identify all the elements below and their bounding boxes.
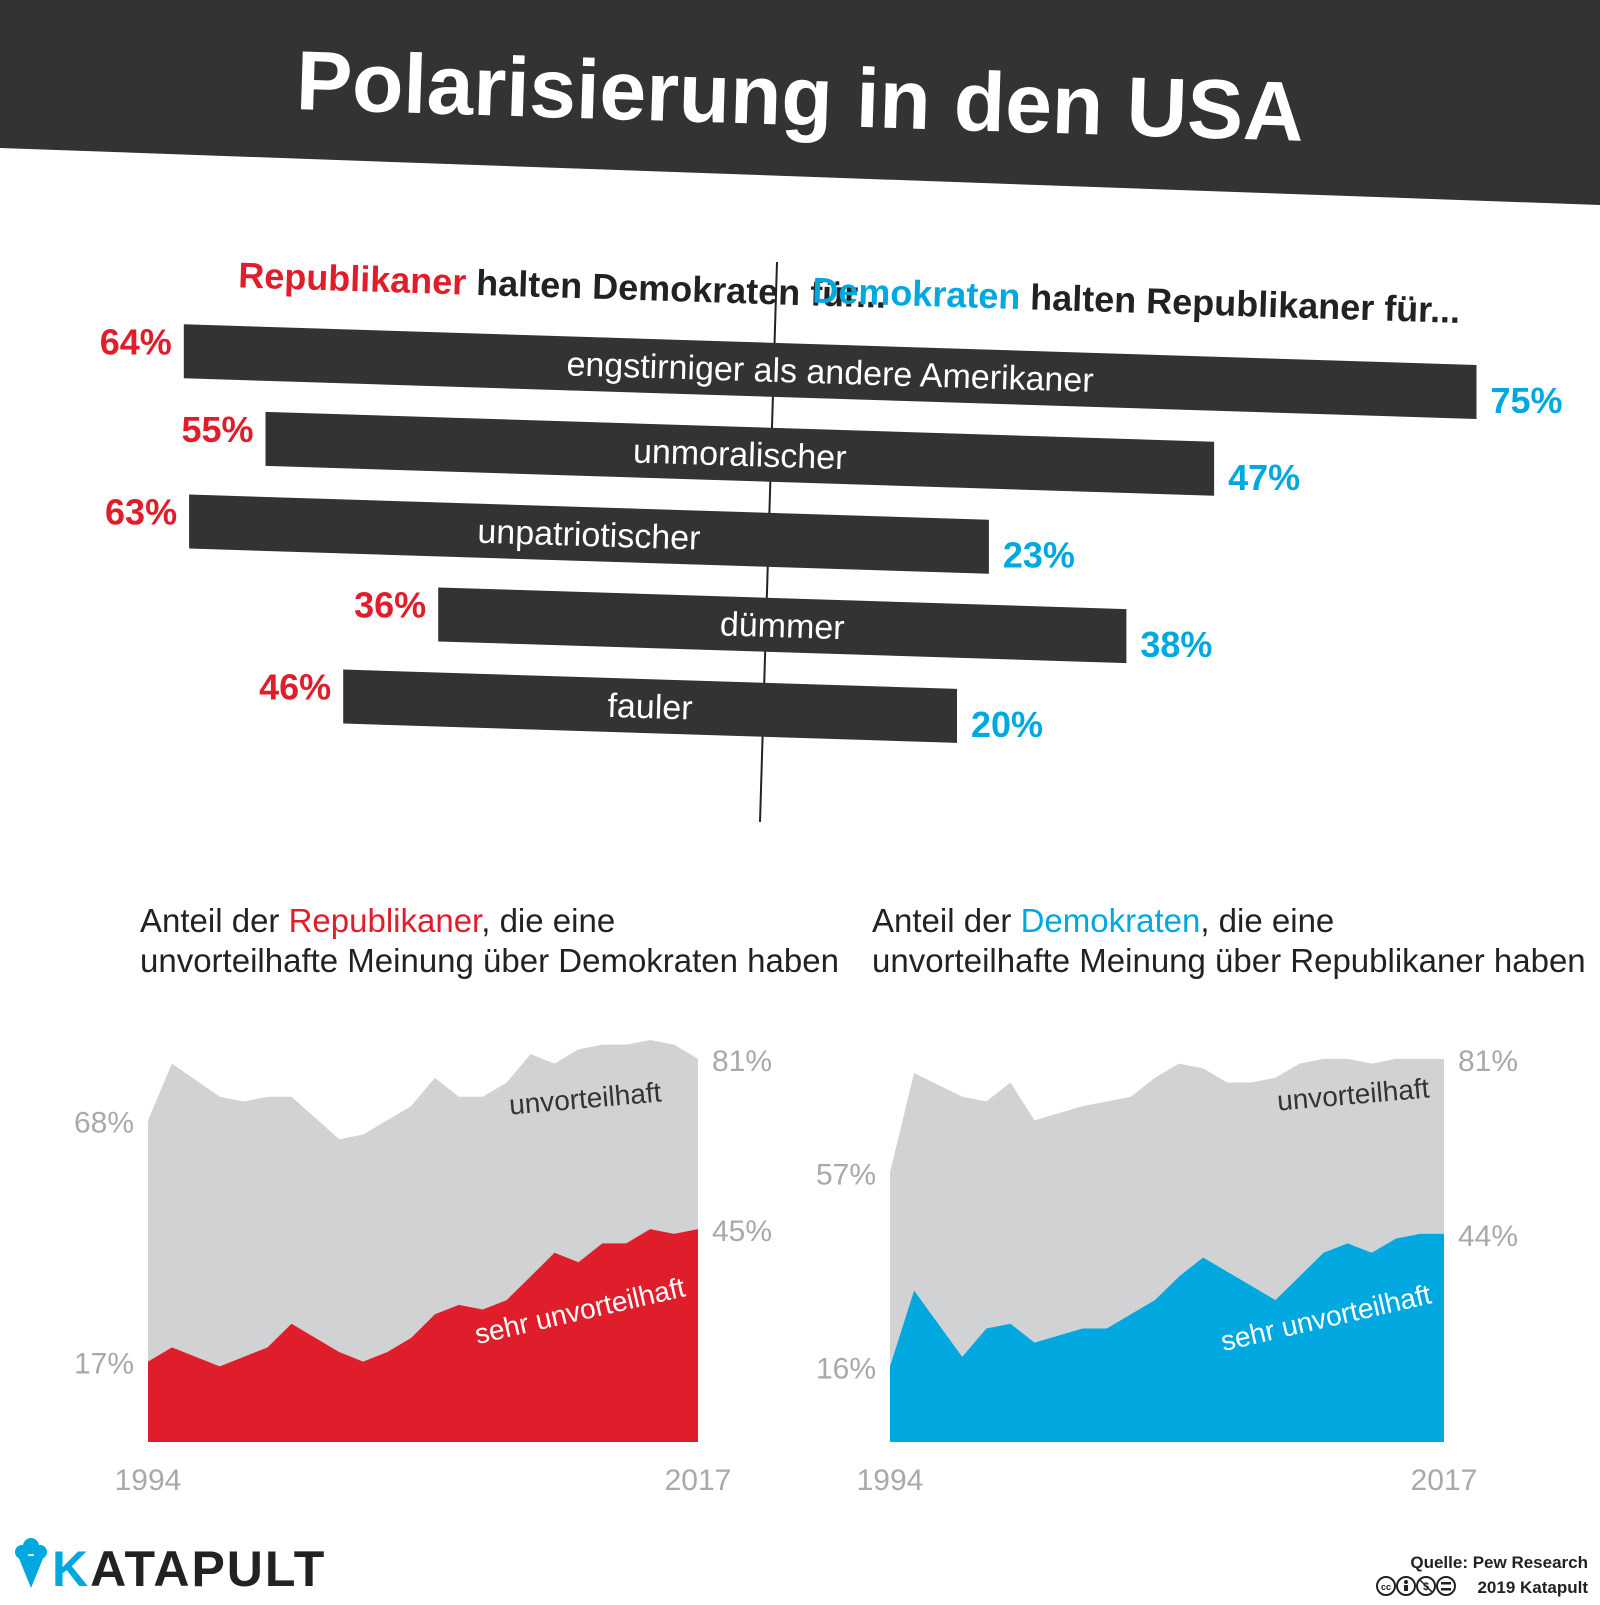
ice-cream-icon — [15, 1538, 47, 1588]
bar-1 — [183, 324, 1477, 419]
bar-3 — [189, 494, 989, 574]
republican-chart-title-line2: unvorteilhafte Meinung über Demokraten h… — [140, 942, 839, 979]
democrat-x-start: 1994 — [857, 1464, 924, 1497]
republican-x-start: 1994 — [115, 1464, 182, 1497]
diverging-bar-chart: Republikaner halten Demokraten für... De… — [100, 254, 1563, 823]
republican-x-end: 2017 — [665, 1464, 732, 1497]
svg-text:Republikaner halten Demokraten: Republikaner halten Demokraten für... — [238, 254, 887, 315]
democrat-x-end: 2017 — [1411, 1464, 1478, 1497]
republican-value-2: 55% — [181, 409, 253, 450]
header-band — [0, 0, 1600, 205]
republican-start-sehr: 17% — [74, 1348, 134, 1381]
bar-label-5: fauler — [607, 687, 693, 728]
democrat-value-3: 23% — [1003, 535, 1075, 576]
bar-2 — [265, 411, 1215, 496]
bar-4 — [438, 587, 1127, 664]
democrat-chart-title: Anteil der Demokraten, die eine — [872, 902, 1334, 939]
democrat-value-2: 47% — [1228, 457, 1300, 498]
republican-area-chart: Anteil der Republikaner, die eine unvort… — [74, 902, 839, 1497]
democrat-start-sehr: 16% — [816, 1352, 876, 1385]
democrat-end-sehr: 44% — [1458, 1220, 1518, 1253]
democrat-chart-title-b: , die eine — [1200, 902, 1334, 939]
republican-chart-title-party: Republikaner — [289, 902, 483, 939]
svg-text:cc: cc — [1381, 1582, 1391, 1592]
brand-rest: ATAPULT — [90, 1541, 326, 1597]
bar-5 — [343, 669, 957, 743]
source-text: Quelle: Pew Research — [1410, 1553, 1588, 1572]
democrat-chart-title-party: Demokraten — [1021, 902, 1201, 939]
license-icons: cc $ — [1376, 1576, 1456, 1596]
bar-label-4: dümmer — [719, 605, 845, 647]
republican-chart-title-b: , die eine — [481, 902, 615, 939]
republican-chart-title-a: Anteil der — [140, 902, 289, 939]
cc-icon: cc — [1376, 1576, 1396, 1596]
svg-text:KATAPULT: KATAPULT — [52, 1541, 326, 1597]
democrat-header-party: Demokraten — [812, 270, 1021, 318]
democrat-header: Demokraten halten Republikaner für... — [812, 270, 1461, 331]
bar-label-3: unpatriotischer — [477, 513, 701, 558]
democrat-header-text: halten Republikaner für... — [1020, 276, 1461, 331]
republican-value-3: 63% — [105, 492, 177, 533]
democrat-area-sehr-unvorteilhaft — [890, 1233, 1444, 1442]
republican-value-5: 46% — [259, 667, 331, 708]
republican-end-sehr: 45% — [712, 1215, 772, 1248]
brand-k: K — [52, 1541, 90, 1597]
bar-label-2: unmoralischer — [632, 432, 847, 477]
copyright-text: 2019 Katapult — [1477, 1578, 1588, 1597]
democrat-value-1: 75% — [1491, 380, 1563, 421]
nd-icon — [1436, 1576, 1456, 1596]
republican-header: Republikaner halten Demokraten für... — [238, 254, 887, 315]
republican-header-party: Republikaner — [238, 254, 467, 302]
republican-area-sehr-unvorteilhaft — [148, 1229, 698, 1442]
republican-chart-title: Anteil der Republikaner, die eine — [140, 902, 615, 939]
democrat-area-chart: Anteil der Demokraten, die eine unvortei… — [816, 902, 1586, 1497]
republican-end-unvorteilhaft: 81% — [712, 1045, 772, 1078]
republican-value-1: 64% — [100, 321, 172, 362]
democrat-chart-title-a: Anteil der — [872, 902, 1021, 939]
democrat-value-4: 38% — [1140, 624, 1212, 665]
democrat-chart-title-line2: unvorteilhafte Meinung über Republikaner… — [872, 942, 1586, 979]
nc-icon: $ — [1416, 1576, 1436, 1596]
by-icon — [1396, 1576, 1416, 1596]
republican-value-4: 36% — [354, 584, 426, 625]
republican-start-unvorteilhaft: 68% — [74, 1106, 134, 1139]
svg-text:Demokraten halten Republikaner: Demokraten halten Republikaner für... — [812, 270, 1461, 331]
footer: KATAPULT Quelle: Pew Research cc $ 2019 … — [15, 1538, 1588, 1597]
democrat-start-unvorteilhaft: 57% — [816, 1158, 876, 1191]
democrat-value-5: 20% — [971, 704, 1043, 745]
democrat-end-unvorteilhaft: 81% — [1458, 1045, 1518, 1078]
katapult-logo: KATAPULT — [15, 1538, 326, 1597]
